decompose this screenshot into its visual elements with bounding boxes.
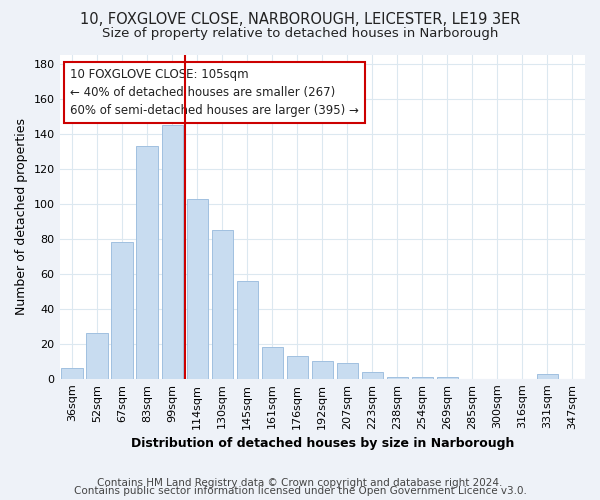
Text: 10, FOXGLOVE CLOSE, NARBOROUGH, LEICESTER, LE19 3ER: 10, FOXGLOVE CLOSE, NARBOROUGH, LEICESTE… [80, 12, 520, 28]
Bar [212, 230, 233, 379]
Bar [437, 377, 458, 379]
Bar [537, 374, 558, 379]
Y-axis label: Number of detached properties: Number of detached properties [15, 118, 28, 316]
Bar [61, 368, 83, 379]
Bar [387, 377, 408, 379]
Bar [136, 146, 158, 379]
Bar [337, 363, 358, 379]
Text: Contains public sector information licensed under the Open Government Licence v3: Contains public sector information licen… [74, 486, 526, 496]
Bar [187, 198, 208, 379]
Bar [112, 242, 133, 379]
Bar [287, 356, 308, 379]
X-axis label: Distribution of detached houses by size in Narborough: Distribution of detached houses by size … [131, 437, 514, 450]
Bar [236, 281, 258, 379]
Bar [362, 372, 383, 379]
Text: Contains HM Land Registry data © Crown copyright and database right 2024.: Contains HM Land Registry data © Crown c… [97, 478, 503, 488]
Bar [161, 125, 183, 379]
Text: Size of property relative to detached houses in Narborough: Size of property relative to detached ho… [102, 28, 498, 40]
Bar [412, 377, 433, 379]
Text: 10 FOXGLOVE CLOSE: 105sqm
← 40% of detached houses are smaller (267)
60% of semi: 10 FOXGLOVE CLOSE: 105sqm ← 40% of detac… [70, 68, 359, 117]
Bar [262, 348, 283, 379]
Bar [311, 362, 333, 379]
Bar [86, 334, 108, 379]
